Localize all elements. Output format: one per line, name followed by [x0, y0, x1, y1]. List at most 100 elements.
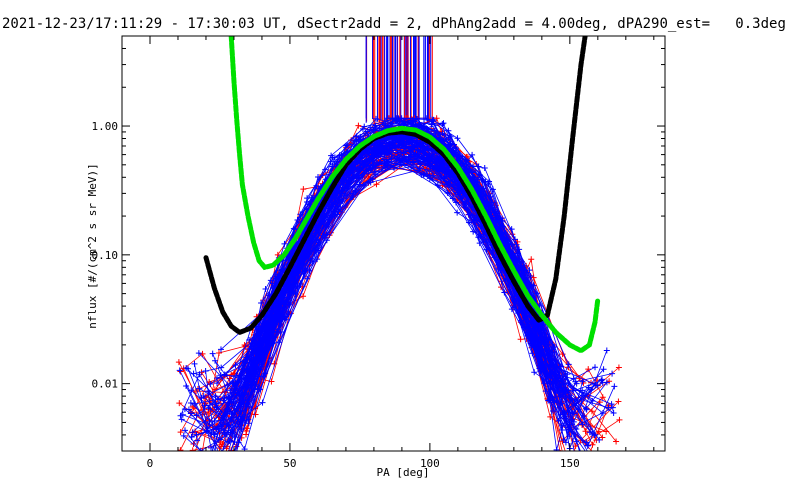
flux-point-marker	[258, 357, 265, 364]
flux-point-marker	[597, 456, 603, 462]
flux-point-marker	[560, 436, 567, 443]
flux-point-marker	[245, 420, 252, 427]
flux-point-marker	[380, 145, 387, 152]
flux-point-marker	[232, 455, 238, 461]
flux-point-marker	[373, 181, 380, 188]
flux-point-marker	[344, 179, 351, 186]
flux-point-marker	[304, 195, 311, 202]
flux-trace	[254, 148, 587, 410]
flux-point-marker	[315, 247, 322, 254]
flux-point-marker	[268, 305, 275, 312]
flux-point-marker	[294, 283, 301, 290]
flux-point-marker	[356, 181, 363, 188]
flux-point-marker	[356, 158, 363, 165]
flux-point-marker	[300, 293, 307, 300]
flux-point-marker	[369, 162, 376, 169]
flux-point-marker	[600, 366, 607, 373]
flux-point-marker	[532, 324, 539, 331]
flux-point-marker	[230, 461, 236, 467]
flux-point-marker	[273, 328, 280, 335]
flux-point-marker	[383, 115, 390, 122]
flux-point-marker	[389, 135, 396, 142]
flux-point-marker	[396, 136, 403, 143]
flux-point-marker	[315, 185, 322, 192]
flux-point-marker	[322, 166, 329, 173]
flux-point-marker	[579, 387, 586, 394]
plot-frame	[121, 35, 666, 452]
flux-point-marker	[449, 195, 456, 202]
flux-point-marker	[177, 429, 184, 436]
flux-point-marker	[259, 399, 266, 406]
flux-point-marker	[335, 208, 342, 215]
flux-point-marker	[281, 240, 288, 247]
flux-point-marker	[415, 158, 422, 165]
chart-title: 2021-12-23/17:11:29 - 17:30:03 UT, dSect…	[2, 16, 786, 32]
flux-point-marker	[599, 394, 606, 401]
flux-point-marker	[199, 448, 206, 451]
flux-point-marker	[599, 379, 606, 386]
flux-point-marker	[489, 186, 496, 193]
flux-point-marker	[207, 381, 214, 388]
flux-point-marker	[300, 252, 307, 259]
flux-trace	[229, 151, 568, 413]
flux-point-marker	[553, 446, 560, 451]
flux-point-marker	[564, 371, 571, 378]
flux-point-marker	[329, 154, 336, 161]
flux-point-marker	[258, 299, 265, 306]
flux-point-marker	[414, 115, 421, 122]
flux-point-marker	[185, 365, 192, 372]
flux-point-marker	[440, 175, 447, 182]
flux-point-marker	[416, 165, 423, 172]
flux-point-marker	[287, 289, 294, 296]
flux-point-marker	[315, 173, 322, 180]
flux-point-marker	[592, 364, 599, 371]
flux-trace	[213, 166, 570, 451]
flux-point-marker	[209, 400, 216, 407]
flux-point-marker	[595, 428, 602, 435]
flux-point-marker	[556, 374, 563, 381]
flux-point-marker	[584, 442, 591, 449]
flux-point-marker	[221, 394, 228, 401]
flux-point-marker	[478, 223, 485, 230]
flux-point-marker	[216, 463, 222, 469]
flux-point-marker	[420, 149, 427, 156]
flux-point-marker	[344, 185, 351, 192]
flux-point-marker	[408, 153, 415, 160]
flux-point-marker	[414, 153, 421, 160]
flux-point-marker	[231, 384, 238, 391]
flux-point-marker	[206, 418, 213, 425]
flux-point-marker	[262, 370, 269, 377]
flux-point-marker	[468, 169, 475, 176]
flux-point-marker	[570, 410, 577, 417]
flux-point-marker	[217, 451, 223, 457]
flux-point-marker	[357, 136, 364, 143]
flux-point-marker	[190, 370, 197, 377]
flux-point-marker	[596, 436, 603, 443]
flux-point-marker	[213, 426, 220, 433]
flux-point-marker	[592, 431, 599, 438]
flux-point-marker	[371, 168, 378, 175]
axes-frame: 0 50 100 150 0.01 0.10 1.00	[92, 35, 666, 470]
flux-point-marker	[217, 346, 224, 353]
flux-point-marker	[178, 416, 185, 423]
flux-point-marker	[217, 479, 223, 485]
flux-point-marker	[435, 136, 442, 143]
flux-point-marker	[486, 178, 493, 185]
flux-point-marker	[243, 427, 250, 434]
flux-point-marker	[481, 164, 488, 171]
flux-point-marker	[615, 364, 622, 371]
flux-point-marker	[603, 347, 610, 354]
flux-point-marker	[528, 336, 535, 343]
flux-point-marker	[599, 376, 606, 383]
flux-point-marker	[196, 371, 203, 378]
flux-point-marker	[181, 406, 188, 413]
y-tick-label: 0.10	[92, 249, 119, 262]
flux-trace	[234, 156, 541, 451]
flux-point-marker	[359, 125, 366, 132]
flux-point-marker	[428, 121, 435, 128]
flux-point-marker	[215, 349, 222, 356]
flux-point-marker	[202, 471, 208, 477]
flux-point-marker	[285, 311, 292, 318]
flux-point-marker	[498, 215, 505, 222]
